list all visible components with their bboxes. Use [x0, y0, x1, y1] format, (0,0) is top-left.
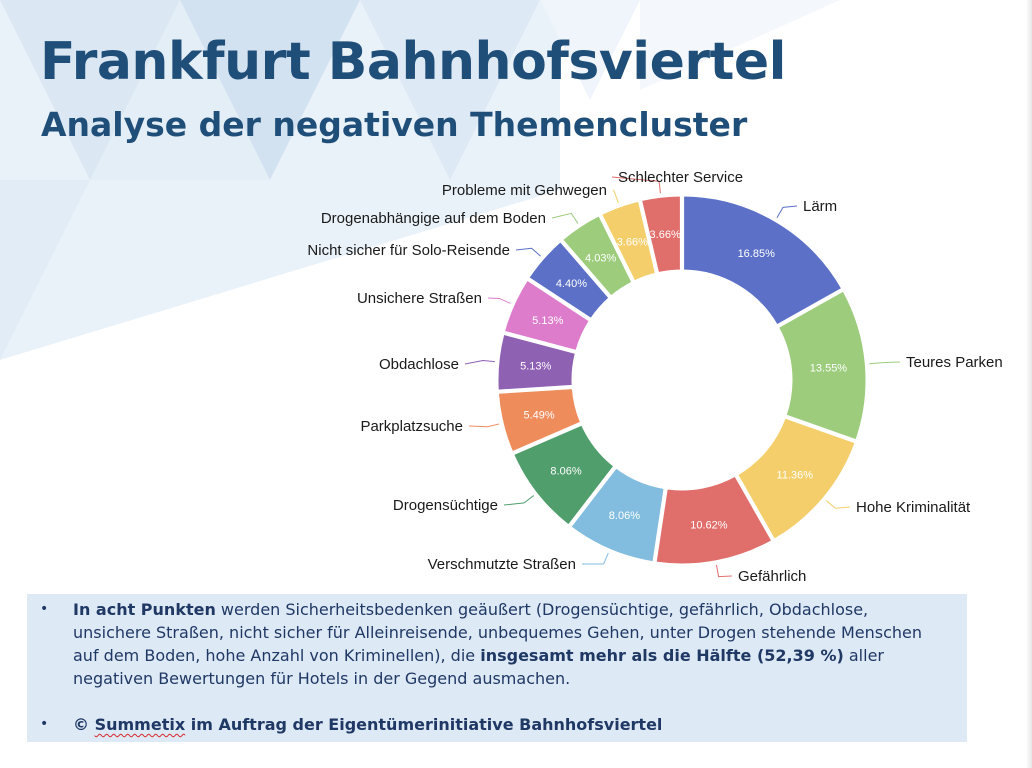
summary-bullet-security: • In acht Punkten werden Sicherheitsbede…: [40, 598, 947, 690]
leader-line: [776, 205, 798, 218]
donut-slice: [777, 290, 867, 441]
donut-slice: [562, 215, 633, 297]
summary-bullet-copyright: • © Summetix im Auftrag der Eigentümerin…: [40, 713, 947, 736]
leader-line: [551, 212, 579, 224]
bullet-marker: •: [40, 601, 49, 617]
summary-bold-lead: In acht Punkten: [73, 600, 216, 619]
donut-chart: 16.85% 13.55% 11.36% 10.62% 8.06% 8.06% 5.49% 5…: [307, 169, 1002, 585]
leader-line: [468, 423, 500, 428]
slice-value-label: 4.03%: [585, 253, 616, 265]
slice-value-label: 13.55%: [810, 362, 848, 374]
commission-text: im Auftrag der Eigentümerinitiative Bahn…: [185, 715, 663, 734]
leader-line: [464, 359, 495, 365]
slice-value-label: 5.13%: [532, 315, 563, 327]
page-subtitle: Analyse der negativen Themencluster: [41, 105, 748, 144]
slice-category-label: Verschmutzte Straßen: [428, 556, 576, 573]
leader-line: [581, 552, 609, 565]
page-title: Frankfurt Bahnhofsviertel: [40, 32, 786, 92]
copyright-symbol: ©: [73, 715, 95, 734]
slice-value-label: 3.66%: [650, 229, 681, 241]
leader-line: [612, 189, 619, 204]
slice-category-label: Drogensüchtige: [393, 497, 498, 514]
slice-category-label: Gefährlich: [738, 568, 806, 585]
leader-line: [715, 564, 733, 578]
value-labels: 16.85% 13.55% 11.36% 10.62% 8.06% 8.06% 5.49% 5…: [520, 229, 847, 532]
summary-bold-share: insgesamt mehr als die Hälfte (52,39 %): [480, 646, 844, 665]
leader-lines: [464, 176, 901, 578]
slice-category-label: Drogenabhängige auf dem Boden: [321, 210, 546, 227]
leader-line: [869, 361, 901, 365]
leader-line: [503, 495, 534, 506]
slice-value-label: 3.66%: [617, 237, 648, 249]
summary-text: werden Sicherheitsbedenken geäußert (Dro…: [73, 600, 923, 665]
donut-slice: [528, 241, 610, 319]
donut-slice: [641, 195, 681, 274]
slice-category-label: Parkplatzsuche: [360, 418, 463, 435]
page-edge-shadow: [1026, 0, 1032, 768]
slice-category-label: Probleme mit Gehwegen: [442, 182, 607, 199]
slice-category-label: Schlechter Service: [618, 169, 743, 186]
slice-value-label: 16.85%: [738, 248, 776, 260]
donut-slice: [497, 333, 576, 391]
slice-category-label: Hohe Kriminalität: [856, 499, 971, 516]
slice-value-label: 5.49%: [523, 409, 554, 421]
donut-slices: [497, 195, 867, 565]
slice-category-label: Teures Parken: [906, 354, 1003, 371]
category-labels: Lärm Teures Parken Hohe Kriminalität Gefähr…: [307, 169, 1002, 585]
bullet-marker: •: [40, 716, 49, 732]
summary-text-end: aller negativen Bewertungen für Hotels i…: [73, 646, 884, 688]
slice-value-label: 8.06%: [609, 510, 640, 522]
donut-slice: [513, 424, 615, 526]
slice-value-label: 5.13%: [520, 361, 551, 373]
leader-line: [611, 176, 661, 194]
slice-category-label: Lärm: [803, 198, 837, 215]
leader-line: [487, 297, 511, 304]
slice-value-label: 8.06%: [550, 465, 581, 477]
summary-box: • In acht Punkten werden Sicherheitsbede…: [27, 594, 967, 742]
slice-value-label: 4.40%: [556, 278, 587, 290]
leader-line: [515, 247, 541, 257]
donut-slice: [683, 195, 843, 326]
slice-category-label: Obdachlose: [379, 356, 459, 373]
slice-category-label: Unsichere Straßen: [357, 290, 482, 307]
donut-slice: [570, 467, 665, 563]
slice-category-label: Nicht sicher für Solo-Reisende: [307, 242, 510, 259]
brand-name: Summetix: [94, 715, 186, 734]
slice-value-label: 10.62%: [690, 520, 728, 532]
donut-slice: [737, 417, 856, 540]
donut-slice: [655, 475, 773, 565]
leader-line: [825, 500, 851, 509]
slice-value-label: 11.36%: [777, 469, 814, 481]
donut-slice: [601, 200, 656, 282]
donut-slice: [503, 279, 590, 351]
donut-slice: [497, 388, 582, 453]
